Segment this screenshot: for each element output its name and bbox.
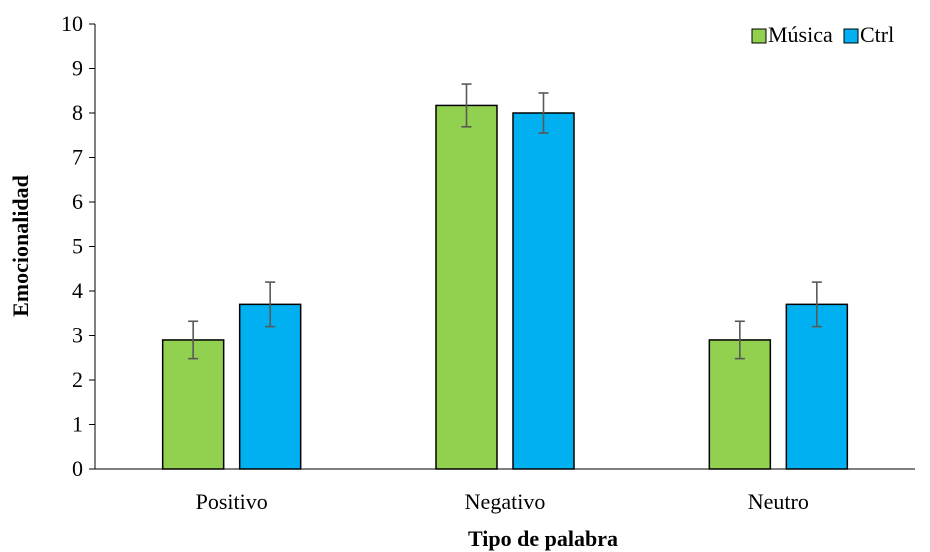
y-tick-label: 4 xyxy=(72,278,83,303)
x-category-label: Neutro xyxy=(748,489,809,514)
bar-msica-neutro xyxy=(708,339,772,470)
legend-label: Ctrl xyxy=(860,22,894,47)
x-axis-title: Tipo de palabra xyxy=(468,526,618,551)
x-axis-category-labels: Positivo Negativo Neutro xyxy=(196,489,809,514)
y-tick-label: 8 xyxy=(72,100,83,125)
bar-ctrl-neutro xyxy=(785,303,849,470)
bar-ctrl-negativo xyxy=(512,112,575,470)
y-tick-label: 6 xyxy=(72,189,83,214)
legend-label: Música xyxy=(768,22,833,47)
y-tick-label: 1 xyxy=(72,412,83,437)
y-tick-label: 7 xyxy=(72,145,83,170)
y-tick-label: 5 xyxy=(72,234,83,259)
legend-swatch xyxy=(843,28,859,44)
y-axis-ticks: 0 1 2 3 4 5 6 7 8 9 10 xyxy=(61,11,95,481)
legend-swatch xyxy=(751,28,767,44)
y-tick-label: 3 xyxy=(72,323,83,348)
error-bars xyxy=(188,83,822,360)
bars xyxy=(161,104,849,470)
bar-ctrl-positivo xyxy=(238,303,302,470)
legend: Música Ctrl xyxy=(751,22,894,47)
bar-msica-positivo xyxy=(161,339,225,470)
x-category-label: Negativo xyxy=(465,489,546,514)
y-tick-label: 0 xyxy=(72,456,83,481)
y-axis-title: Emocionalidad xyxy=(8,175,33,317)
y-tick-label: 9 xyxy=(72,56,83,81)
y-tick-label: 2 xyxy=(72,367,83,392)
y-tick-label: 10 xyxy=(61,11,83,36)
x-category-label: Positivo xyxy=(196,489,268,514)
bar-msica-negativo xyxy=(435,104,498,470)
